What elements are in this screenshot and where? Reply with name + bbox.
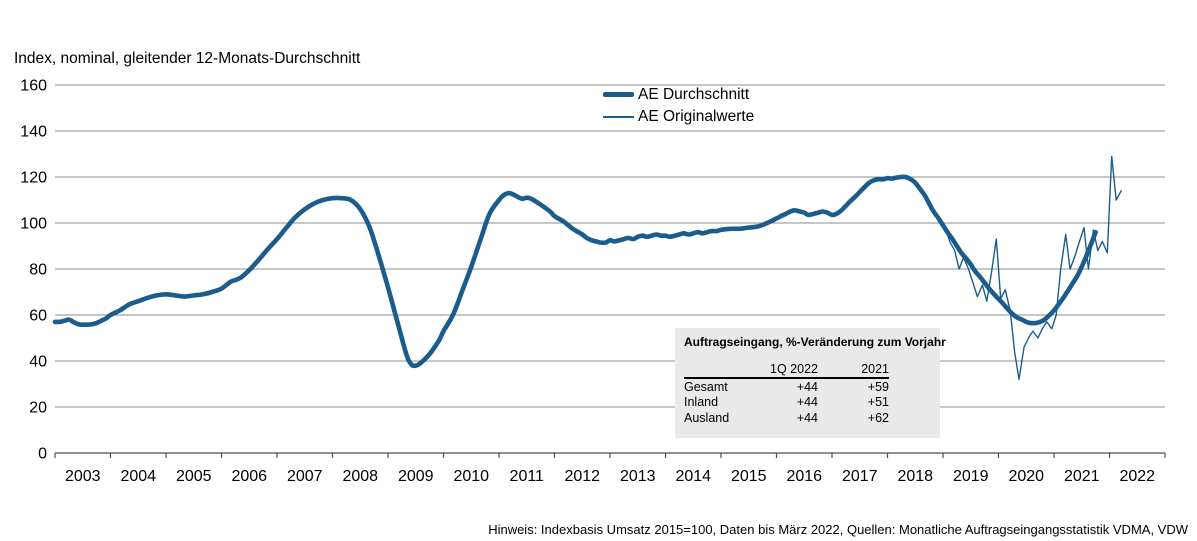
axis-title: Index, nominal, gleitender 12-Monats-Dur… [14, 50, 361, 67]
legend-label: AE Originalwerte [638, 107, 755, 125]
inset-table: 1Q 2022 2021 Gesamt +44 +59 Inland +44 +… [684, 360, 889, 426]
svg-text:2010: 2010 [453, 468, 489, 485]
svg-text:2014: 2014 [675, 468, 711, 485]
row-label: Gesamt [684, 379, 728, 394]
svg-text:2019: 2019 [953, 468, 989, 485]
svg-text:2007: 2007 [287, 468, 323, 485]
inset-table-title: Auftragseingang, %-Veränderung zum Vorja… [684, 335, 946, 349]
thick-line-swatch-icon [603, 92, 634, 97]
value-1q2022: +44 [796, 379, 818, 394]
svg-text:2013: 2013 [620, 468, 656, 485]
svg-text:0: 0 [38, 446, 47, 463]
svg-text:60: 60 [29, 308, 47, 325]
inset-table-header-row: 1Q 2022 2021 [684, 360, 889, 379]
legend-item-durchschnitt: AE Durchschnitt [603, 86, 754, 103]
svg-text:2005: 2005 [176, 468, 212, 485]
table-row-gesamt: Gesamt +44 +59 [684, 378, 889, 394]
svg-text:2006: 2006 [231, 468, 267, 485]
svg-text:2008: 2008 [342, 468, 378, 485]
svg-text:2021: 2021 [1064, 468, 1100, 485]
svg-text:2017: 2017 [842, 468, 878, 485]
value-1q2022: +44 [796, 395, 818, 409]
svg-text:2016: 2016 [786, 468, 822, 485]
svg-text:100: 100 [20, 216, 47, 233]
row-label: Inland [684, 395, 719, 409]
series-line-ae-durchschnitt [52, 174, 1098, 369]
gridlines [55, 84, 1165, 408]
svg-text:2020: 2020 [1008, 468, 1044, 485]
svg-text:2012: 2012 [564, 468, 600, 485]
header-cell-2021: 2021 [818, 360, 889, 379]
value-2021: +62 [867, 411, 889, 425]
svg-text:2011: 2011 [510, 468, 545, 485]
svg-text:160: 160 [20, 78, 47, 95]
svg-text:2018: 2018 [897, 468, 933, 485]
inset-table-panel: Auftragseingang, %-Veränderung zum Vorja… [675, 328, 946, 438]
header-cell-1q2022: 1Q 2022 [768, 360, 818, 379]
svg-text:2003: 2003 [65, 468, 101, 485]
svg-text:2009: 2009 [398, 468, 434, 485]
svg-text:2004: 2004 [120, 468, 156, 485]
header-cell-empty [684, 360, 768, 379]
svg-text:20: 20 [29, 400, 47, 417]
legend: AE Durchschnitt AE Originalwerte [603, 86, 754, 125]
y-axis-labels: 0 20 40 60 80 100 120 140 160 [20, 78, 47, 463]
legend-label: AE Durchschnitt [638, 85, 750, 103]
x-axis [54, 452, 1166, 458]
source-note: Hinweis: Indexbasis Umsatz 2015=100, Dat… [488, 522, 1188, 537]
row-label: Ausland [684, 411, 730, 425]
value-2021: +59 [867, 379, 889, 394]
x-axis-labels: 2003 2004 2005 2006 2007 2008 2009 2010 2011 2012… [65, 468, 1155, 485]
value-2021: +51 [867, 395, 889, 409]
svg-text:2022: 2022 [1119, 468, 1155, 485]
thin-line-swatch-icon [603, 115, 634, 118]
legend-item-originalwerte: AE Originalwerte [603, 108, 754, 125]
svg-text:120: 120 [20, 170, 47, 187]
table-row-inland: Inland +44 +51 [684, 394, 889, 410]
svg-text:80: 80 [29, 262, 47, 279]
table-row-ausland: Ausland +44 +62 [684, 410, 889, 426]
svg-text:2015: 2015 [731, 468, 767, 485]
series-line-ae-originalwerte [944, 155, 1122, 381]
value-1q2022: +44 [796, 411, 818, 425]
svg-text:140: 140 [20, 124, 47, 141]
svg-text:40: 40 [29, 354, 47, 371]
